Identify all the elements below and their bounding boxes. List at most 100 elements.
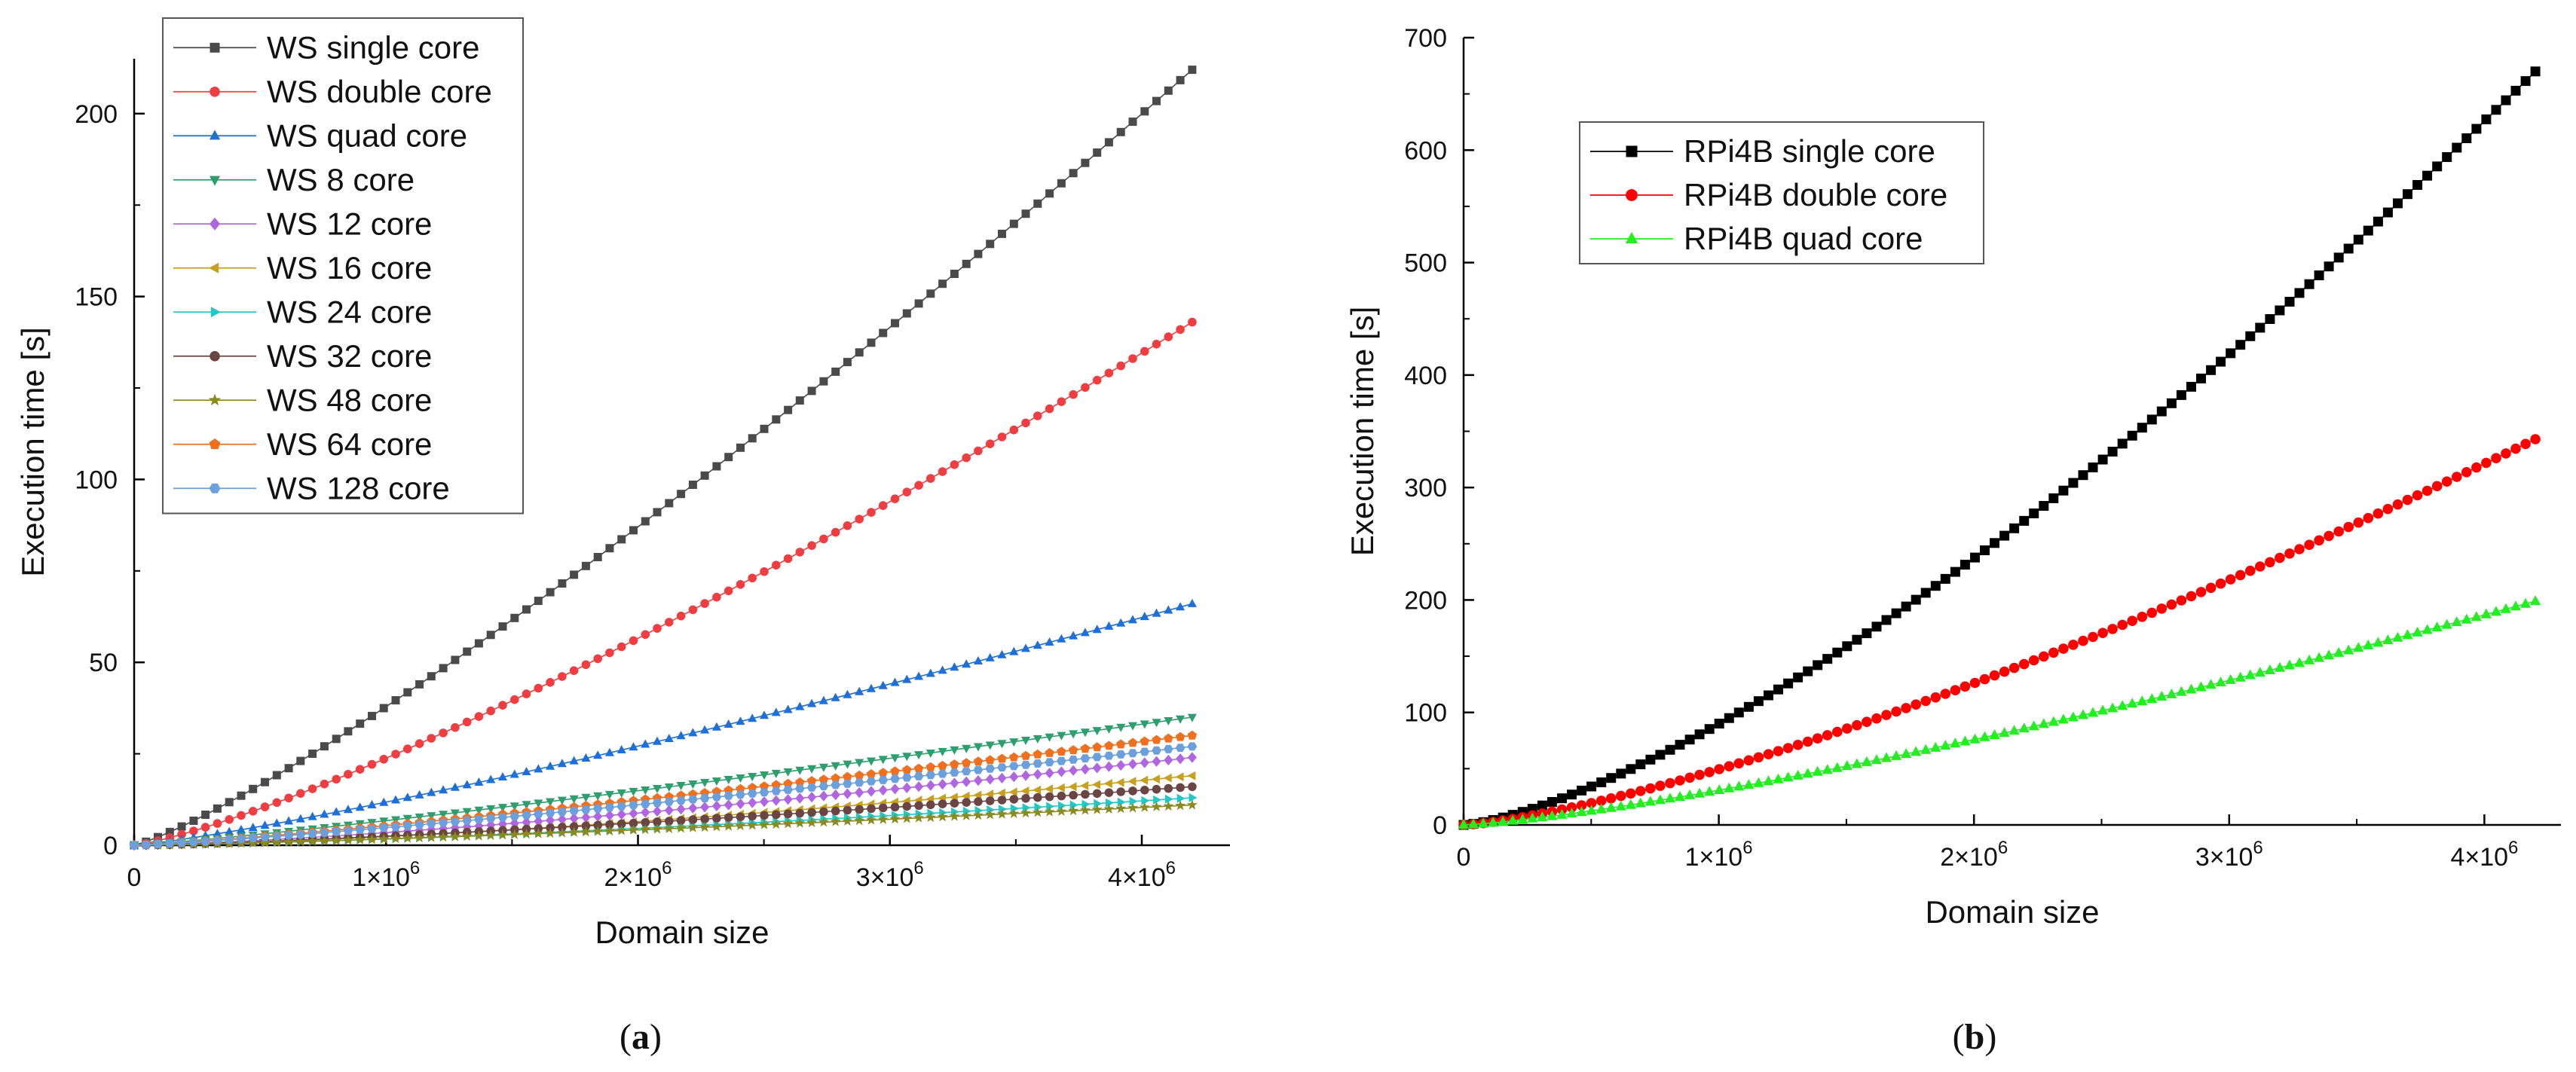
data-point — [1045, 748, 1054, 757]
data-point — [711, 777, 721, 786]
data-point — [485, 814, 496, 823]
data-point — [201, 811, 210, 819]
data-point — [925, 762, 936, 771]
data-point — [1851, 758, 1862, 768]
data-point — [1704, 767, 1715, 777]
series-line — [133, 603, 1193, 846]
x-tick-base: 4×10 — [1108, 863, 1166, 892]
data-point — [176, 838, 187, 848]
data-point — [1950, 567, 1960, 577]
data-point — [712, 462, 721, 471]
data-point — [1069, 169, 1078, 178]
data-point — [592, 826, 604, 836]
data-point — [986, 240, 995, 249]
data-point — [510, 613, 519, 622]
data-point — [1930, 692, 1941, 703]
data-point — [1665, 777, 1675, 789]
data-point — [890, 754, 900, 763]
data-point — [569, 795, 579, 804]
data-point — [831, 692, 840, 701]
data-point — [1033, 199, 1042, 208]
data-point — [2412, 626, 2423, 637]
data-point — [1684, 789, 1696, 799]
data-point — [296, 789, 305, 798]
data-point — [1045, 189, 1054, 198]
data-point — [1911, 699, 1921, 710]
data-point — [2490, 606, 2502, 616]
data-point — [581, 793, 591, 802]
data-point — [1792, 769, 1804, 780]
data-point — [545, 808, 555, 817]
data-point — [2274, 661, 2286, 672]
legend-swatch-marker — [208, 393, 222, 406]
data-point — [996, 788, 1005, 798]
data-point — [1022, 803, 1031, 813]
data-point — [890, 677, 900, 686]
data-point — [973, 656, 983, 664]
data-point — [855, 515, 864, 524]
data-point — [818, 774, 829, 784]
data-point — [307, 835, 318, 846]
data-point — [806, 817, 818, 828]
data-point — [1127, 722, 1137, 731]
data-point — [2481, 114, 2492, 124]
data-point — [855, 805, 864, 814]
data-point — [950, 460, 959, 469]
legend-swatch-marker — [210, 87, 220, 97]
data-point — [2481, 457, 2492, 469]
data-point — [854, 814, 865, 826]
data-point — [1989, 670, 2000, 681]
data-point — [890, 766, 900, 776]
data-point — [1960, 681, 1971, 692]
data-point — [1020, 760, 1031, 769]
data-point — [867, 508, 876, 517]
data-point — [985, 789, 994, 799]
data-point — [295, 835, 306, 847]
data-point — [1812, 733, 1823, 744]
data-point — [641, 630, 650, 640]
data-point — [700, 802, 710, 813]
x-tick-exponent: 6 — [1998, 838, 2008, 858]
data-point — [1911, 594, 1921, 605]
x-tick-label: 1×106 — [1685, 838, 1753, 872]
data-point — [925, 771, 936, 780]
data-point — [2519, 597, 2532, 608]
data-point — [724, 586, 733, 596]
data-point — [616, 808, 626, 820]
data-point — [260, 802, 270, 811]
data-point — [2382, 503, 2394, 515]
data-point — [1813, 660, 1823, 670]
data-point — [831, 367, 840, 376]
data-point — [700, 814, 709, 823]
data-point — [795, 808, 805, 818]
data-point — [938, 799, 947, 808]
data-point — [486, 805, 496, 814]
data-point — [641, 739, 650, 748]
y-axis-label: Execution time [s] — [1345, 307, 1380, 556]
data-point — [367, 824, 377, 833]
data-point — [1557, 793, 1567, 804]
data-point — [2432, 161, 2443, 172]
data-point — [2304, 279, 2314, 289]
data-point — [2333, 252, 2344, 263]
data-point — [570, 570, 579, 579]
caption-close-paren: ) — [1984, 1017, 1996, 1057]
series-line — [1463, 600, 2536, 826]
data-point — [2284, 659, 2296, 670]
data-point — [640, 799, 650, 808]
data-point — [259, 837, 271, 848]
data-point — [998, 229, 1006, 238]
data-point — [1567, 789, 1577, 800]
data-point — [344, 727, 353, 736]
x-tick-label: 4×106 — [2450, 838, 2518, 872]
legend-swatch-marker — [209, 262, 219, 273]
data-point — [1635, 759, 1646, 770]
data-point — [950, 768, 959, 777]
data-point — [878, 680, 888, 689]
data-point — [284, 793, 293, 803]
data-point — [2156, 691, 2168, 701]
data-point — [665, 499, 674, 508]
data-point — [1104, 368, 1114, 378]
data-point — [938, 467, 947, 476]
data-point — [343, 805, 353, 814]
